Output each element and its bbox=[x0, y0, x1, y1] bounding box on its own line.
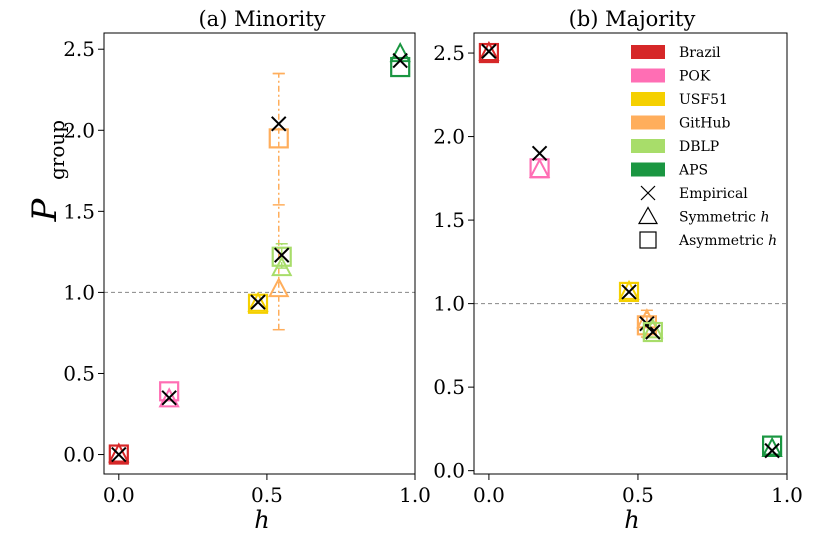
empirical-point-aps bbox=[392, 52, 408, 69]
asymmetric-point-github bbox=[268, 128, 289, 149]
empirical-stroke bbox=[271, 116, 287, 132]
y-tick-label: 2.5 bbox=[433, 41, 465, 65]
empirical-point-dblp bbox=[645, 324, 661, 340]
legend-empirical-icon bbox=[640, 185, 656, 201]
empirical-stroke bbox=[531, 145, 548, 161]
empirical-point-pok bbox=[161, 390, 177, 406]
asymmetric-point-dblp bbox=[271, 246, 292, 267]
empirical-stroke bbox=[111, 446, 127, 463]
panel-a-ticks: 0.0 0.5 1.0 1.5 2.0 2.5 0.0 0.5 1.0 bbox=[63, 37, 431, 507]
y-tick-label: 0.5 bbox=[433, 375, 465, 399]
symmetric-point-pok bbox=[528, 157, 551, 178]
panel-a-title: (a) Minority bbox=[198, 7, 325, 31]
legend-label-asymmetric: Asymmetric h bbox=[678, 233, 777, 249]
legend-swatch-pok bbox=[631, 68, 665, 83]
empirical-stroke bbox=[645, 324, 661, 340]
symmetric-point-usf51 bbox=[618, 279, 640, 300]
legend-label-aps: APS bbox=[678, 163, 708, 179]
x-tick-label: 0.0 bbox=[103, 483, 135, 507]
y-tick-label: 1.5 bbox=[63, 199, 95, 223]
panel-b-ticks: 0.0 0.5 1.0 1.5 2.0 2.5 0.0 0.5 1.0 bbox=[433, 41, 803, 507]
empirical-point-usf51 bbox=[621, 284, 637, 300]
legend: Brazil POK USF51 GitHub DBLP APS Empirical Symm… bbox=[631, 45, 777, 249]
panel-a-x-label: h bbox=[254, 506, 269, 534]
y-axis-label: P group bbox=[25, 120, 69, 223]
legend-label-empirical: Empirical bbox=[679, 186, 748, 202]
symmetric-point-aps bbox=[761, 436, 783, 457]
panel-b-frame bbox=[473, 32, 788, 475]
legend-h-symbol: h bbox=[760, 210, 769, 226]
empirical-stroke bbox=[392, 52, 408, 69]
x-tick-label: 1.0 bbox=[399, 483, 431, 507]
empirical-stroke bbox=[250, 294, 266, 310]
asymmetric-point-dblp bbox=[642, 321, 663, 343]
symmetric-point-usf51 bbox=[247, 291, 269, 312]
symmetric-point-brazil bbox=[478, 40, 500, 62]
y-tick-label: 1.0 bbox=[63, 280, 95, 304]
symmetric-point-brazil bbox=[108, 442, 130, 463]
panel-a-marks bbox=[108, 41, 411, 465]
y-tick-label: 0.5 bbox=[63, 361, 95, 385]
x-tick-label: 0.5 bbox=[622, 483, 654, 507]
y-tick-label: 0.0 bbox=[433, 459, 465, 483]
legend-asymmetric-icon bbox=[639, 231, 657, 249]
y-axis-label-main: P bbox=[25, 197, 65, 222]
empirical-stroke bbox=[764, 442, 780, 459]
legend-swatch-github bbox=[631, 115, 665, 130]
symmetric-point-dblp bbox=[271, 255, 293, 277]
legend-label-pok: POK bbox=[679, 69, 711, 85]
empirical-point-github bbox=[271, 116, 287, 132]
y-tick-label: 2.0 bbox=[63, 118, 95, 142]
y-axis-label-sub: group bbox=[45, 120, 69, 180]
legend-swatch-aps bbox=[631, 162, 665, 177]
legend-label-usf51: USF51 bbox=[679, 92, 728, 108]
x-tick-label: 1.0 bbox=[771, 483, 803, 507]
legend-symmetric-icon bbox=[637, 206, 659, 225]
legend-label-brazil: Brazil bbox=[679, 45, 721, 61]
legend-label-symmetric: Symmetric h bbox=[679, 210, 769, 226]
panel-b-title: (b) Majority bbox=[569, 7, 696, 31]
y-tick-label: 0.0 bbox=[63, 443, 95, 467]
y-tick-label: 2.0 bbox=[433, 125, 465, 149]
asymmetric-point-aps bbox=[390, 56, 411, 78]
asymmetric-point-aps bbox=[761, 435, 783, 456]
panel-b-x-label: h bbox=[624, 506, 639, 534]
symmetric-point-pok bbox=[158, 387, 180, 408]
empirical-stroke bbox=[161, 390, 177, 406]
empirical-stroke bbox=[621, 284, 637, 300]
y-tick-label: 2.5 bbox=[63, 37, 95, 61]
empirical-point-aps bbox=[764, 442, 780, 459]
empirical-stroke bbox=[481, 43, 497, 60]
legend-swatch-usf51 bbox=[631, 92, 665, 106]
legend-label-github: GitHub bbox=[679, 116, 731, 132]
panel-minority: (a) Minority 0.0 0.5 1.0 1.5 2.0 2.5 0.0 0.5 1.0… bbox=[63, 7, 431, 534]
legend-swatch-dblp bbox=[631, 139, 665, 153]
legend-label-dblp: DBLP bbox=[679, 139, 719, 155]
empirical-point-pok bbox=[531, 145, 548, 161]
empirical-point-usf51 bbox=[250, 294, 266, 310]
legend-h-symbol: h bbox=[768, 233, 777, 249]
empirical-point-brazil bbox=[481, 43, 497, 60]
y-tick-label: 1.5 bbox=[433, 208, 465, 232]
empirical-stroke bbox=[640, 185, 656, 201]
empirical-point-dblp bbox=[274, 247, 290, 263]
panel-majority: (b) Majority 0.0 0.5 1.0 1.5 2.0 2.5 0.0 0.5 1.0… bbox=[433, 7, 803, 534]
panel-a-frame bbox=[103, 32, 416, 475]
y-tick-label: 1.0 bbox=[433, 292, 465, 316]
empirical-point-brazil bbox=[111, 446, 127, 463]
x-tick-label: 0.0 bbox=[473, 483, 505, 507]
asymmetric-point-pok bbox=[159, 381, 180, 402]
panel-b-marks bbox=[478, 40, 783, 459]
x-tick-label: 0.5 bbox=[251, 483, 283, 507]
empirical-stroke bbox=[274, 247, 290, 263]
legend-swatch-brazil bbox=[631, 45, 665, 59]
symmetric-point-github bbox=[268, 277, 290, 298]
